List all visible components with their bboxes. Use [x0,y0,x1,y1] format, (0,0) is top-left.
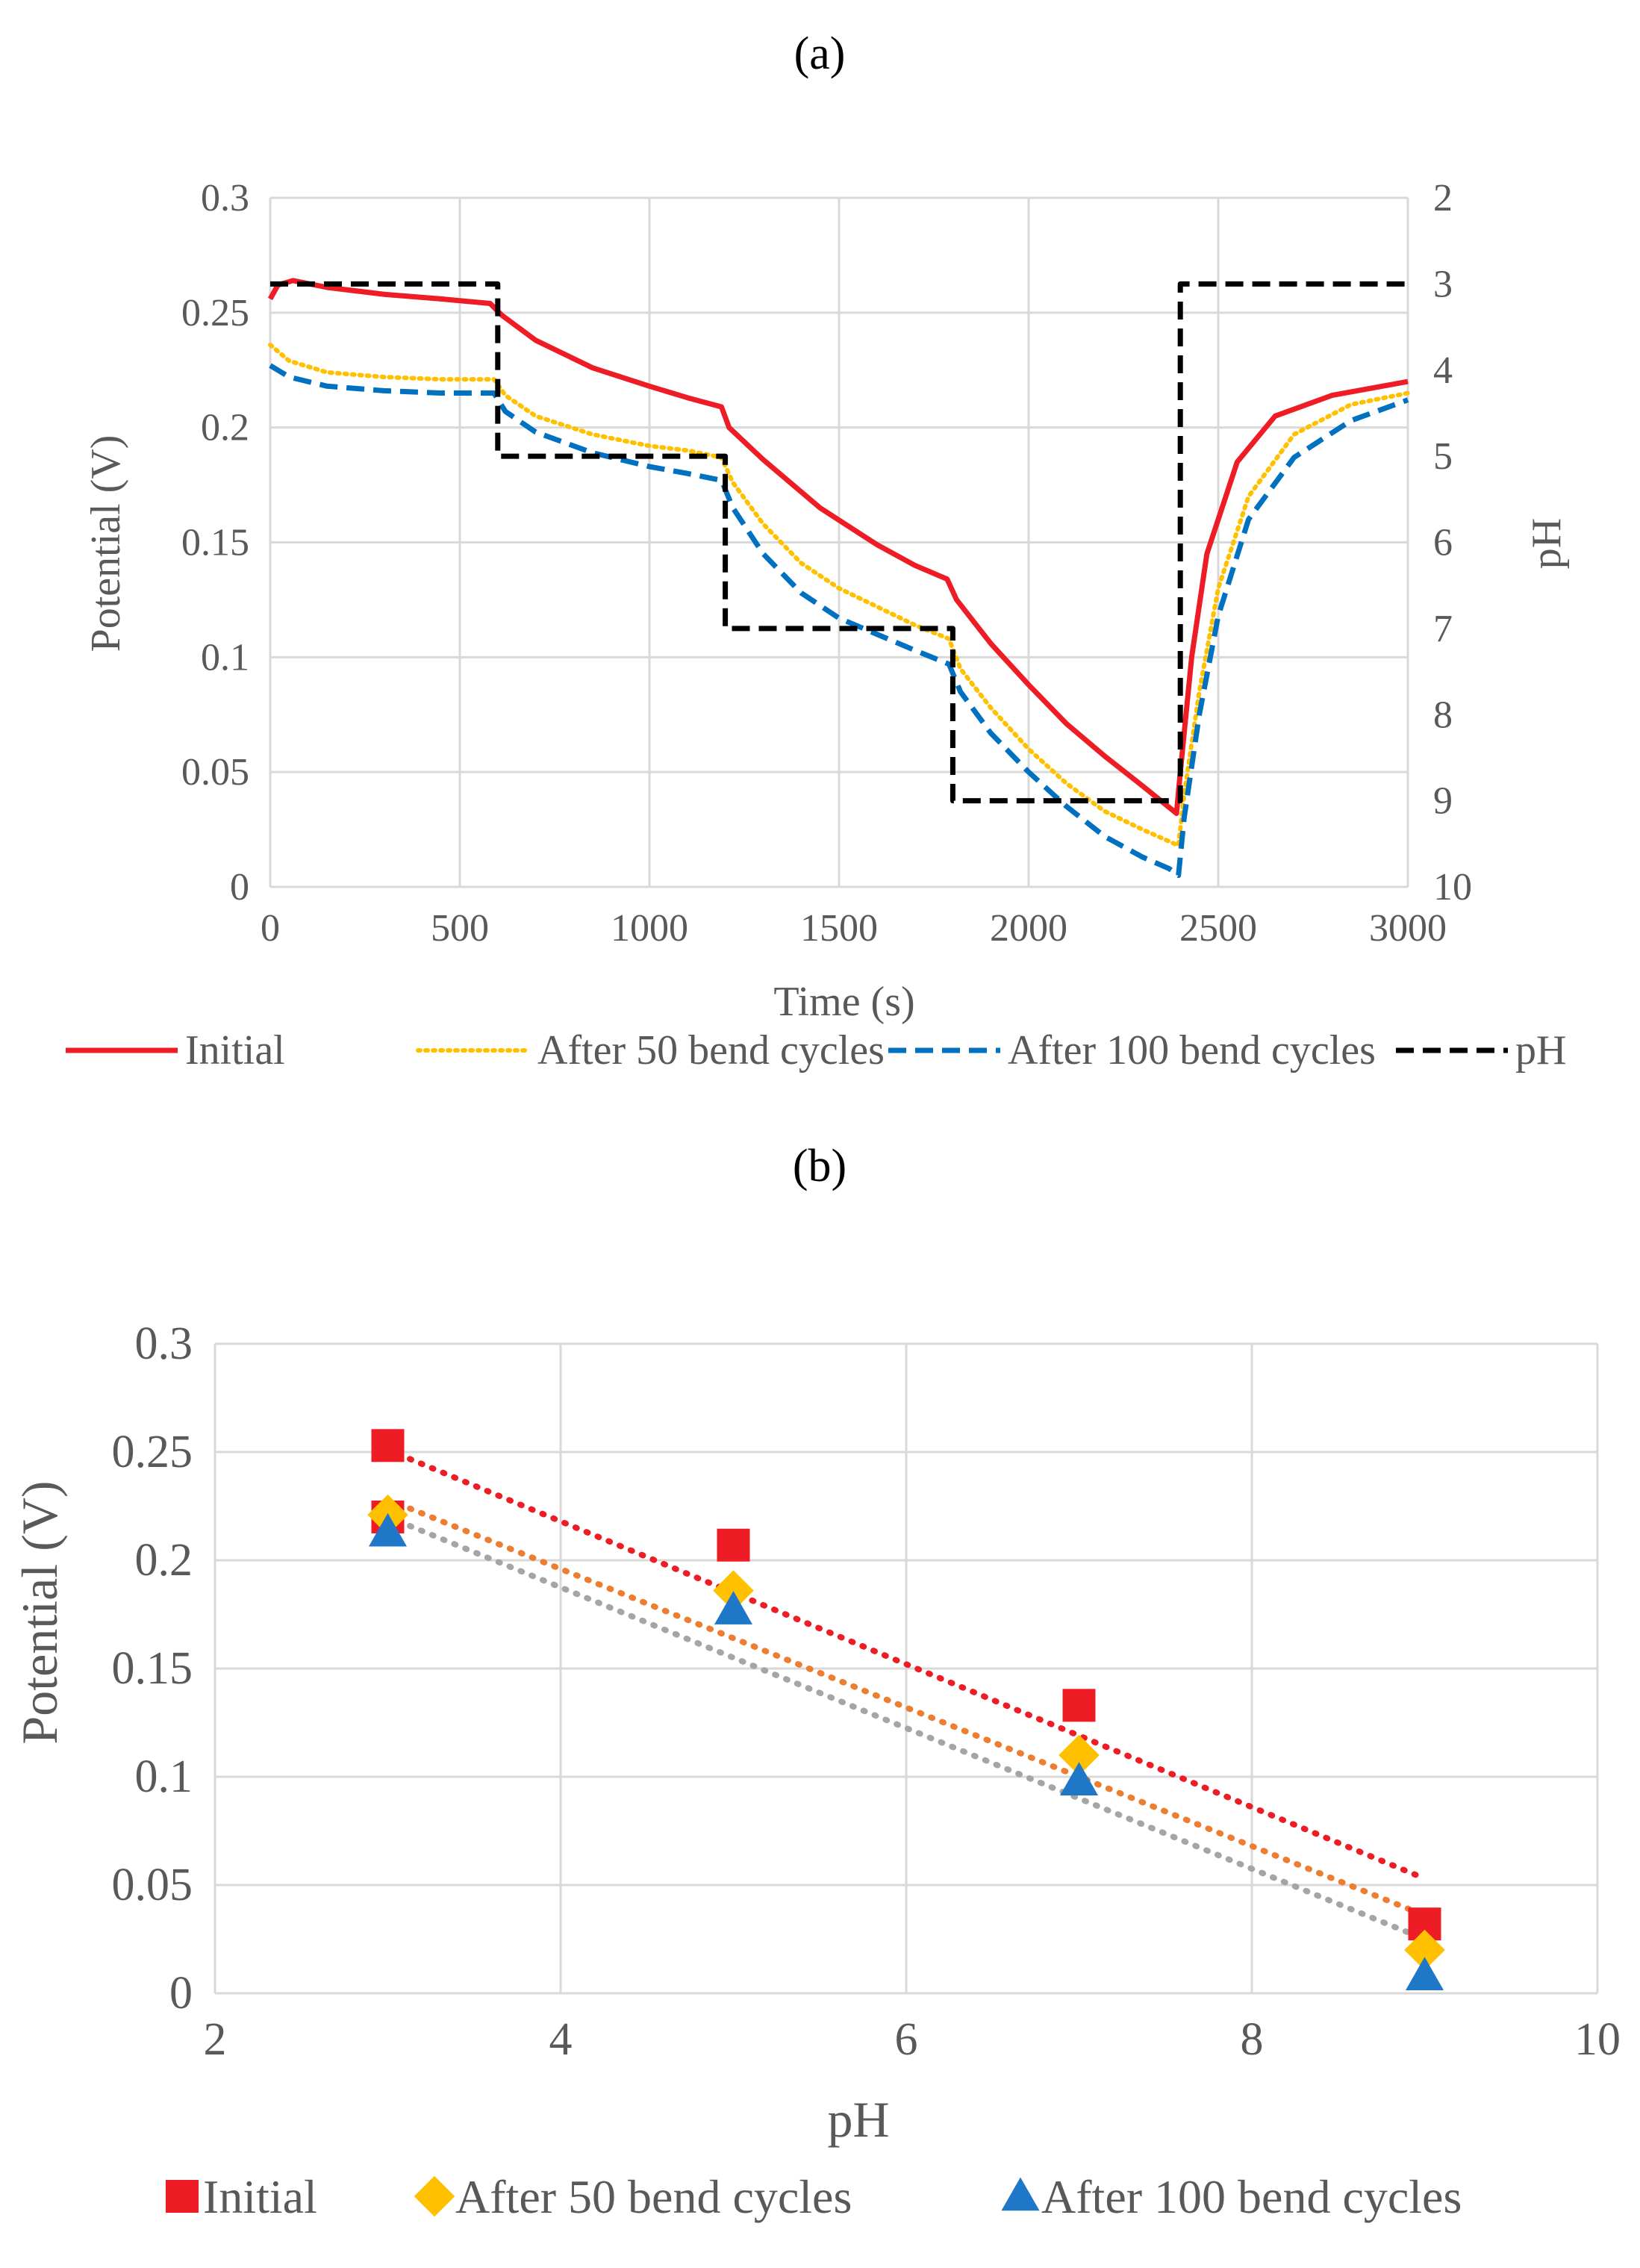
legend-b: Initial After 50 bend cycles After 100 ben… [166,2170,1462,2223]
legend-label-b: After 100 bend cycles [1041,2170,1462,2223]
legend-marker-b [414,2175,455,2217]
y-tick-label-b: 0.15 [112,1643,193,1694]
y-tick-label-a: 0.3 [201,177,249,219]
legend-label-a: After 100 bend cycles [1008,1027,1376,1074]
x-axis-title-b: pH [827,2091,889,2148]
trendlines-b [384,1447,1428,1943]
series-line-a [267,278,1409,816]
y2-tick-label-a: 10 [1433,866,1472,909]
trendline-b [384,1447,1428,1882]
x-tick-label-a: 1500 [800,907,878,950]
x-tick-label-a: 500 [431,907,489,950]
series-lines-a [267,278,1410,879]
y2-axis-title-a: pH [1524,518,1570,569]
legend-label-b: Initial [203,2170,317,2223]
y-tick-label-a: 0.15 [181,522,249,564]
x-tick-label-b: 6 [895,2014,918,2065]
legend-a: Initial After 50 bend cycles After 100 ben… [66,1027,1566,1074]
legend-label-a: pH [1515,1027,1566,1074]
y-tick-label-b: 0 [169,1968,193,2019]
data-point-b [1404,1929,1445,1971]
legend-marker-b [1001,2177,1040,2211]
x-tick-label-a: 1000 [611,907,688,950]
y-tick-label-a: 0.25 [181,292,249,334]
y-tick-label-b: 0.1 [135,1751,193,1802]
y-tick-label-a: 0.2 [201,407,249,449]
y2-tick-label-a: 6 [1433,522,1453,564]
legend-marker-b [166,2180,199,2213]
x-tick-label-a: 0 [261,907,280,950]
gridlines-b [213,1342,1599,1995]
y2-tick-label-a: 5 [1433,435,1453,478]
chart-b: (b) 0 0.05 0.1 0.15 0.2 0.25 0.3 2 4 6 8 10 pH Pote… [11,1141,1621,2223]
panel-label-a: (a) [794,28,846,79]
data-points-b [367,1429,1445,1990]
y-tick-label-a: 0.1 [201,636,249,679]
y-axis-title-a: Potential (V) [83,435,129,652]
y-tick-label-a: 0.05 [181,751,249,794]
data-point-b [1058,1734,1100,1776]
y2-tick-label-a: 2 [1433,177,1453,219]
trendline-b [384,1514,1428,1943]
data-point-b [714,1591,753,1624]
x-tick-label-b: 4 [549,2014,573,2065]
y2-tick-label-a: 9 [1433,780,1453,823]
x-tick-label-a: 2000 [990,907,1067,950]
tick-labels-a: 00.050.10.150.20.250.30 500 1000 1500 2000 25… [181,177,1472,950]
y-tick-label-a: 0 [230,866,249,909]
data-point-b [717,1528,750,1562]
y2-tick-label-a: 4 [1433,349,1453,392]
legend-label-b: After 50 bend cycles [455,2170,852,2223]
x-tick-label-b: 2 [204,2014,227,2065]
data-point-b [1405,1957,1444,1990]
trendline-b [384,1496,1428,1919]
x-tick-label-a: 3000 [1369,907,1447,950]
x-tick-label-b: 8 [1241,2014,1264,2065]
data-point-b [713,1570,754,1611]
tick-labels-b: 0 0.05 0.1 0.15 0.2 0.25 0.3 2 4 6 8 10 [112,1318,1621,2065]
data-point-b [1062,1689,1096,1722]
x-tick-label-b: 10 [1574,2014,1621,2065]
y-tick-label-b: 0.05 [112,1860,193,1910]
legend-label-a: After 50 bend cycles [537,1027,885,1074]
y2-tick-label-a: 7 [1433,608,1453,650]
series-line-a [269,363,1409,879]
x-axis-title-a: Time (s) [773,979,914,1025]
data-point-b [1059,1762,1099,1795]
chart-a: (a) 0 0.05 0.1 0.15 0.2 0.25 0.3 0 500 1000 1500 20… [66,28,1570,1074]
y2-tick-label-a: 3 [1433,263,1453,305]
data-point-b [368,1512,408,1547]
y-tick-label-b: 0.25 [112,1427,193,1477]
y-tick-label-b: 0.2 [135,1535,193,1586]
panel-label-b: (b) [793,1141,846,1191]
x-tick-label-a: 2500 [1179,907,1257,950]
legend-label-a: Initial [185,1027,285,1074]
gridlines-a [269,196,1409,888]
y-axis-title-b: Potential (V) [11,1480,68,1744]
data-point-b [371,1429,405,1462]
y2-tick-label-a: 8 [1433,694,1453,736]
y-tick-label-b: 0.3 [135,1318,193,1369]
